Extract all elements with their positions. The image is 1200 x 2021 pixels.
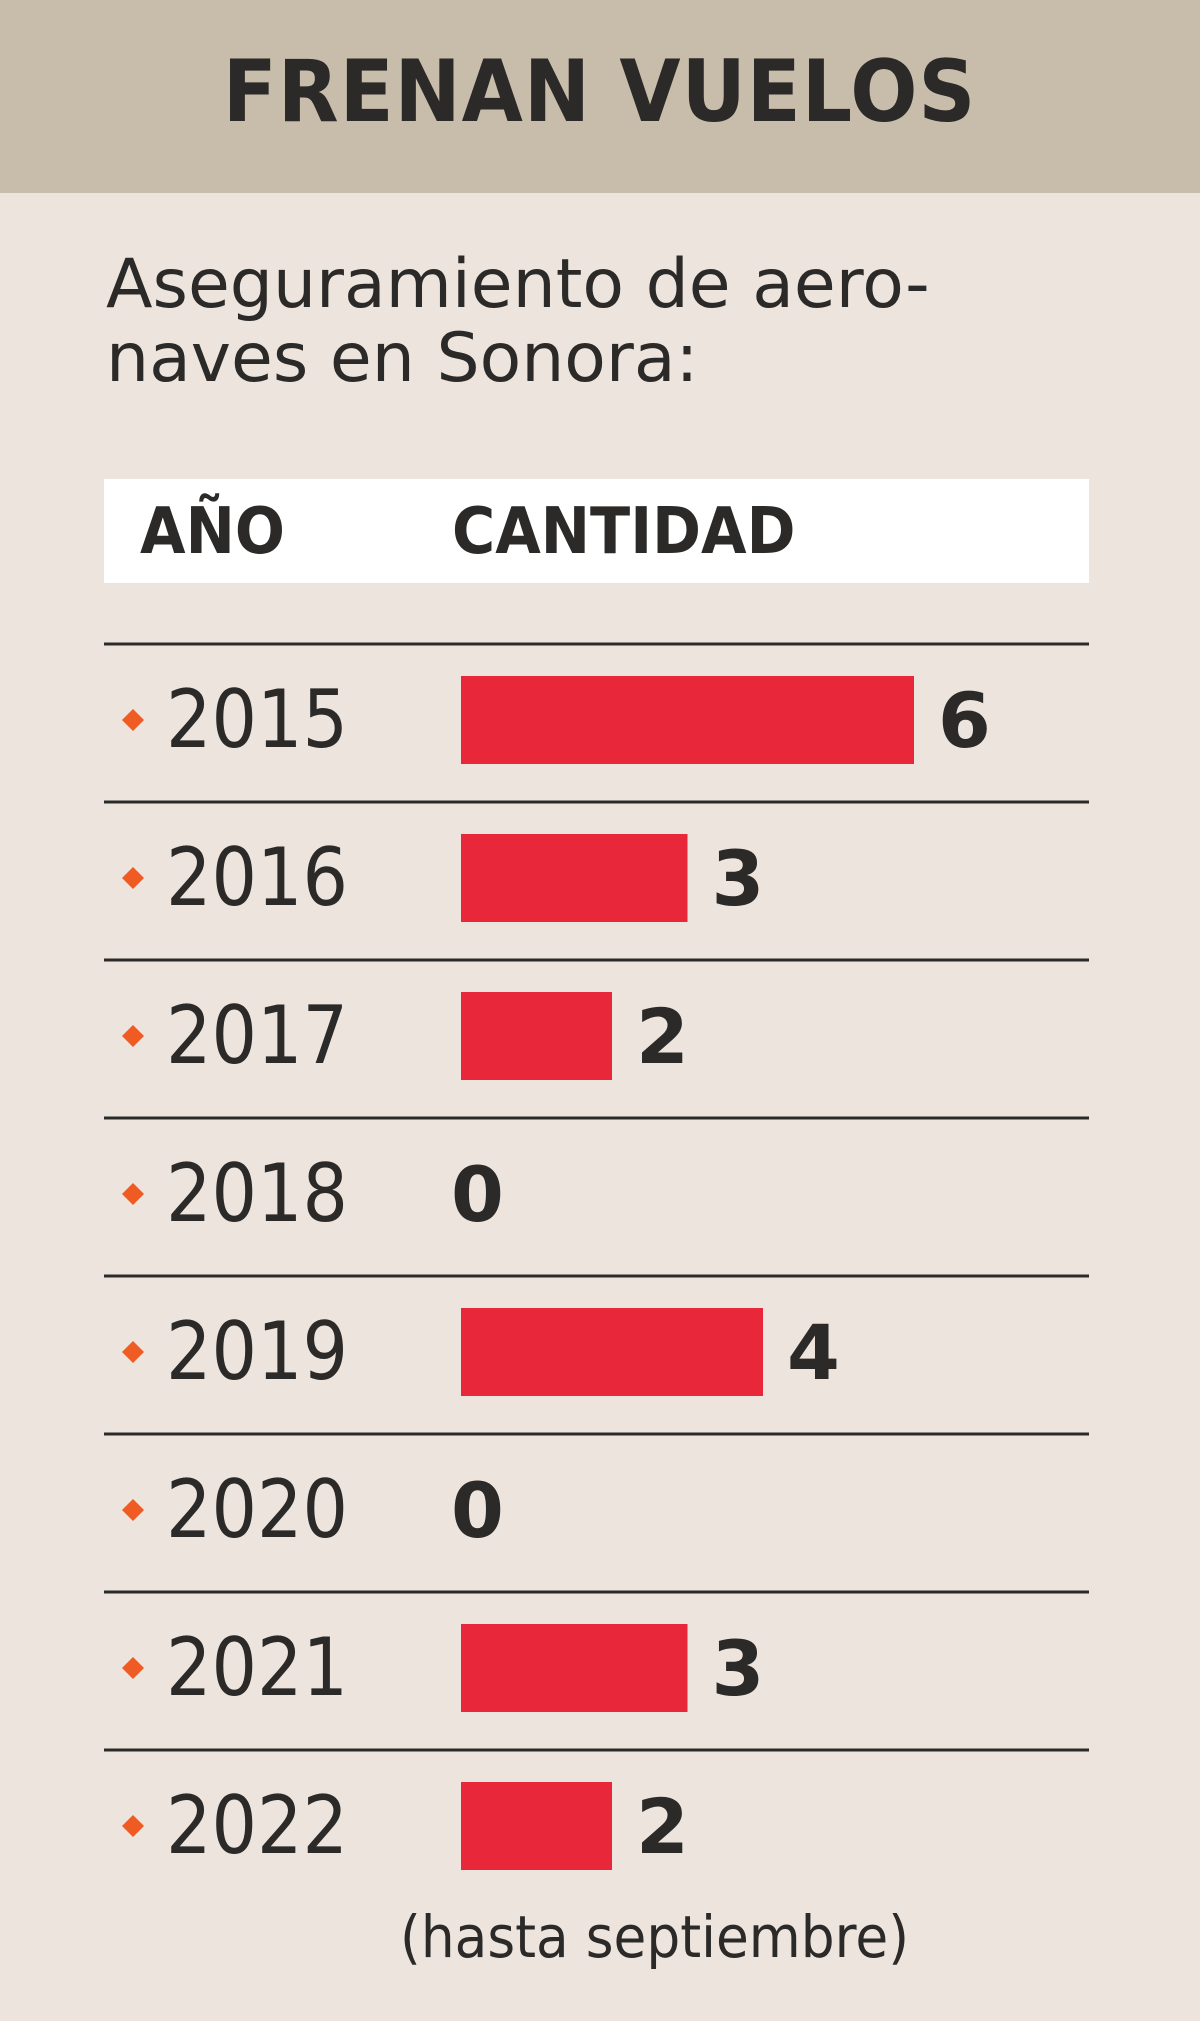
value-label: 4: [787, 1308, 840, 1397]
year-label: 2015: [166, 673, 348, 766]
bullet-diamond-icon: [122, 1499, 144, 1521]
bullet-diamond-icon: [122, 709, 144, 731]
bar: [461, 834, 688, 922]
value-label: 2: [636, 992, 689, 1081]
value-label: 6: [938, 676, 991, 765]
bullet-diamond-icon: [122, 1341, 144, 1363]
footnote: (hasta septiembre): [400, 1903, 910, 1971]
year-label: 2021: [166, 1621, 348, 1714]
column-header-row: AÑO CANTIDAD: [104, 479, 1089, 583]
bar: [461, 1308, 763, 1396]
bullet-diamond-icon: [122, 867, 144, 889]
bullet-diamond-icon: [122, 1657, 144, 1679]
bar: [461, 1624, 688, 1712]
value-label: 0: [451, 1150, 504, 1239]
subtitle-line-2: naves en Sonora:: [106, 319, 699, 398]
year-label: 2018: [166, 1147, 348, 1240]
year-label: 2017: [166, 989, 348, 1082]
bullet-diamond-icon: [122, 1183, 144, 1205]
quantity-column-header: CANTIDAD: [452, 495, 796, 569]
bar: [461, 1782, 612, 1870]
chart-subtitle: Aseguramiento de aero- naves en Sonora:: [106, 248, 1106, 396]
value-label: 0: [451, 1466, 504, 1555]
chart-title: FRENAN VUELOS: [223, 41, 977, 142]
value-label: 2: [636, 1782, 689, 1871]
value-label: 3: [712, 1624, 765, 1713]
bullet-diamond-icon: [122, 1815, 144, 1837]
year-label: 2022: [166, 1779, 348, 1872]
year-label: 2020: [166, 1463, 348, 1556]
bullet-diamond-icon: [122, 1025, 144, 1047]
bar: [461, 992, 612, 1080]
subtitle-line-1: Aseguramiento de aero-: [106, 245, 930, 324]
bar: [461, 676, 914, 764]
header-bar: FRENAN VUELOS: [0, 0, 1200, 193]
year-column-header: AÑO: [140, 495, 285, 569]
value-label: 3: [712, 834, 765, 923]
year-label: 2019: [166, 1305, 348, 1398]
year-label: 2016: [166, 831, 348, 924]
